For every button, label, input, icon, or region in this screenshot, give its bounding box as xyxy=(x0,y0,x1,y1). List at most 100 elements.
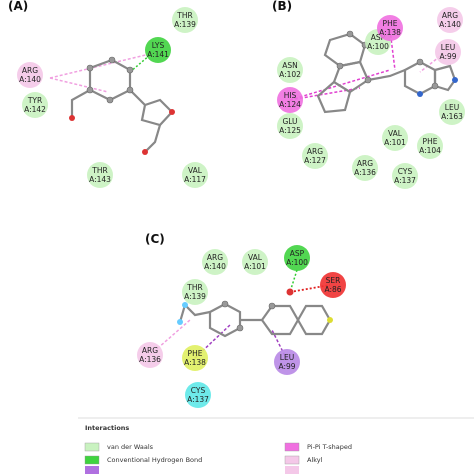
residue-disc xyxy=(145,37,171,63)
residue-chain: A:142 xyxy=(24,105,46,114)
residue-chain: A:163 xyxy=(441,112,463,121)
legend-title: Interactions xyxy=(85,424,129,432)
residue-name: PHE xyxy=(188,349,203,358)
legend-label: Alkyl xyxy=(307,456,323,464)
residue-name: VAL xyxy=(388,129,403,138)
residue-chain: A:141 xyxy=(147,50,169,59)
residue-name: VAL xyxy=(188,166,203,175)
residue-name: THR xyxy=(176,11,192,20)
residue-name: CYS xyxy=(191,386,206,395)
residue-chain: A:143 xyxy=(89,175,111,184)
residue-disc xyxy=(172,7,198,33)
residue-name: ARG xyxy=(442,11,458,20)
residue-chain: A:100 xyxy=(367,42,389,51)
residue-disc xyxy=(417,133,443,159)
residue-chain: A:86 xyxy=(324,285,341,294)
residue-chain: A:136 xyxy=(139,355,161,364)
legend-label: Conventional Hydrogen Bond xyxy=(107,456,202,464)
residue-disc xyxy=(137,342,163,368)
residue-chain: A:140 xyxy=(204,262,226,271)
residue-disc xyxy=(277,113,303,139)
residue-disc xyxy=(242,249,268,275)
residue-chain: A:102 xyxy=(279,70,301,79)
residue-name: THR xyxy=(186,283,202,292)
residue-chain: A:136 xyxy=(354,168,376,177)
residue-disc xyxy=(277,57,303,83)
residue-disc xyxy=(202,249,228,275)
residue-chain: A:99 xyxy=(439,52,456,61)
residue-name: LEU xyxy=(441,43,455,52)
legend-swatch xyxy=(85,466,99,474)
residue-disc xyxy=(382,125,408,151)
residue-name: THR xyxy=(91,166,107,175)
residue-chain: A:138 xyxy=(379,28,401,37)
residue-disc xyxy=(17,62,43,88)
residue-name: ASP xyxy=(371,33,386,42)
residue-chain: A:100 xyxy=(286,258,308,267)
residue-name: PHE xyxy=(423,137,438,146)
residue-chain: A:127 xyxy=(304,156,326,165)
molecule-c xyxy=(149,269,333,361)
residue-name: SER xyxy=(326,276,341,285)
residue-disc xyxy=(274,349,300,375)
residue-disc xyxy=(302,143,328,169)
residue-chain: A:138 xyxy=(184,358,206,367)
residue-name: ASN xyxy=(282,61,298,70)
residue-disc xyxy=(22,92,48,118)
residue-name: HIS xyxy=(284,91,297,100)
legend-swatch xyxy=(84,442,100,452)
residue-disc xyxy=(182,345,208,371)
residue-name: CYS xyxy=(398,167,413,176)
legend-swatch xyxy=(284,455,300,465)
legend-label: Pi-Pi T-shaped xyxy=(307,443,352,451)
residue-chain: A:104 xyxy=(419,146,441,155)
residue-name: PHE xyxy=(383,19,398,28)
residue-name: ASP xyxy=(290,249,305,258)
panel-label: (C) xyxy=(145,232,165,246)
panel-label: (A) xyxy=(8,0,28,13)
residue-disc xyxy=(352,155,378,181)
residue-name: ARG xyxy=(22,66,38,75)
residue-name: ARG xyxy=(207,253,223,262)
legend: Interactions van der Waals Conventional H… xyxy=(78,417,474,474)
residue-disc xyxy=(392,163,418,189)
residue-disc xyxy=(320,272,346,298)
residue-name: LEU xyxy=(280,353,294,362)
residue-chain: A:99 xyxy=(278,362,295,371)
residue-disc xyxy=(185,382,211,408)
residue-disc xyxy=(437,7,463,33)
residue-chain: A:140 xyxy=(19,75,41,84)
residue-disc xyxy=(182,162,208,188)
residue-name: ARG xyxy=(142,346,158,355)
residue-chain: A:139 xyxy=(184,292,206,301)
residue-chain: A:140 xyxy=(439,20,461,29)
residue-name: LYS xyxy=(152,41,165,50)
residue-name: ARG xyxy=(307,147,323,156)
legend-swatch xyxy=(284,442,300,452)
legend-label: van der Waals xyxy=(107,443,154,451)
residue-disc xyxy=(435,39,461,65)
residue-name: TYR xyxy=(27,96,42,105)
residue-chain: A:125 xyxy=(279,126,301,135)
